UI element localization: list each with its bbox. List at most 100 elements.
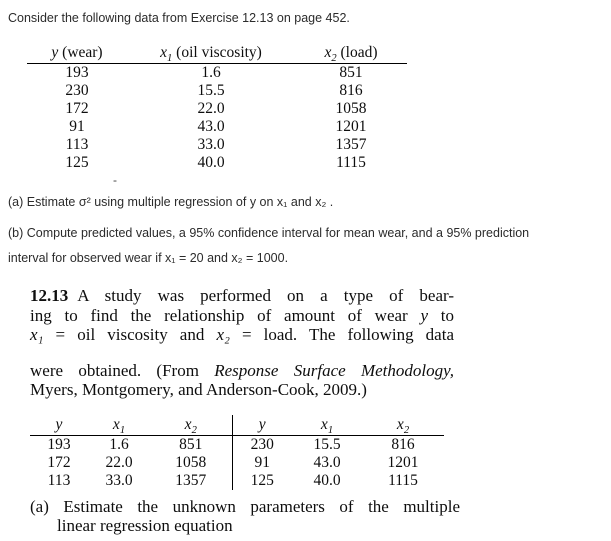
table-cell: 193 bbox=[47, 435, 71, 453]
excerpt-citation: were obtained. (From Response Surface Me… bbox=[30, 361, 454, 400]
col-header-x1-viscosity: x1 (oil viscosity) bbox=[127, 42, 295, 64]
excerpt-line1: 12.13 A study was performed on a type of … bbox=[30, 286, 454, 306]
variable-x1: x₁ bbox=[30, 325, 44, 344]
textbook-data-table: y x1 x2 y x1 x2 193 1.6 851 230 15.5 816… bbox=[30, 414, 444, 490]
table-cell: 43.0 bbox=[197, 118, 225, 135]
table-cell: 172 bbox=[47, 453, 71, 471]
question-a-text: (a) Estimate the unknown parameters of t… bbox=[30, 497, 460, 536]
table-cell: 33.0 bbox=[197, 136, 225, 153]
table-cell: 15.5 bbox=[197, 82, 225, 99]
part-b-line1: (b) Compute predicted values, a 95% conf… bbox=[8, 226, 530, 240]
table-row: 125 40.0 1115 bbox=[27, 154, 407, 172]
table-cell: 230 bbox=[250, 435, 274, 453]
col-header-x2: x2 bbox=[150, 414, 233, 436]
table-cell: 1357 bbox=[150, 471, 233, 490]
var-base: y bbox=[258, 415, 266, 433]
var-sub: 2 bbox=[331, 53, 337, 65]
table-cell: 125 bbox=[65, 154, 89, 171]
var-base: y bbox=[51, 44, 59, 61]
table-cell: 1.6 bbox=[109, 435, 129, 453]
table-header-row: y x1 x2 y x1 x2 bbox=[30, 414, 444, 436]
var-base: x bbox=[112, 415, 120, 433]
table-cell: 172 bbox=[65, 100, 89, 117]
table-cell: 1201 bbox=[387, 453, 419, 471]
table-cell: 43.0 bbox=[313, 453, 341, 471]
table-cell: 193 bbox=[65, 64, 89, 81]
col-header-y: y bbox=[30, 414, 88, 436]
stray-dash: - bbox=[113, 173, 117, 187]
table-row: 193 1.6 851 bbox=[27, 64, 407, 83]
col-header-x1: x1 bbox=[88, 414, 150, 436]
question-a-line1: (a) Estimate the unknown parameters of t… bbox=[30, 496, 460, 516]
variable-x2: x₂ bbox=[216, 325, 230, 344]
table-cell: 113 bbox=[47, 471, 71, 489]
part-a-text: (a) Estimate σ² using multiple regressio… bbox=[8, 195, 334, 209]
table-cell: 816 bbox=[391, 435, 415, 453]
col-header-label: (load) bbox=[340, 44, 378, 61]
excerpt-text: = load. The following data bbox=[229, 325, 454, 344]
var-base: x bbox=[324, 44, 332, 61]
citation-line2: Myers, Montgomery, and Anderson-Cook, 20… bbox=[30, 380, 367, 399]
table-cell: 816 bbox=[339, 82, 363, 99]
question-a-line2: linear regression equation bbox=[57, 516, 233, 535]
table-cell: 113 bbox=[65, 136, 89, 153]
exercise-number: 12.13 bbox=[30, 286, 69, 305]
excerpt-text: = oil viscosity and bbox=[43, 325, 217, 344]
excerpt-text: A study was performed on a type of bear- bbox=[77, 286, 454, 305]
table-cell: 1115 bbox=[388, 471, 418, 489]
var-base: x bbox=[396, 415, 404, 433]
var-sub: 1 bbox=[167, 53, 173, 65]
variable-x1: x1 bbox=[160, 44, 173, 65]
table-cell: 22.0 bbox=[197, 100, 225, 117]
col-header-x1: x1 bbox=[292, 414, 362, 436]
excerpt-line3: x₁ = oil viscosity and x₂ = load. The fo… bbox=[30, 325, 454, 345]
table-cell: 40.0 bbox=[197, 154, 225, 171]
excerpt-text: to bbox=[428, 305, 454, 325]
table-cell: 1115 bbox=[336, 154, 366, 171]
part-b-text: (b) Compute predicted values, a 95% conf… bbox=[8, 221, 603, 271]
var-base: x bbox=[160, 44, 168, 61]
excerpt-line2: ing to find the relationship of amount o… bbox=[30, 306, 454, 326]
table-cell: 33.0 bbox=[105, 471, 133, 489]
var-sub: 2 bbox=[191, 424, 197, 436]
table-cell: 851 bbox=[339, 64, 363, 81]
intro-text: Consider the following data from Exercis… bbox=[8, 11, 350, 25]
table-row: 172 22.0 1058 bbox=[27, 100, 407, 118]
table-row: 193 1.6 851 230 15.5 816 bbox=[30, 435, 444, 454]
excerpt-text: ing to find the relationship of amount o… bbox=[30, 305, 421, 325]
col-header-y-wear: y (wear) bbox=[27, 42, 127, 64]
var-base: x bbox=[320, 415, 328, 433]
table-row: 91 43.0 1201 bbox=[27, 118, 407, 136]
part-b-line2: interval for observed wear if x₁ = 20 an… bbox=[8, 251, 289, 265]
citation-book-title: Response Surface Methodology, bbox=[214, 360, 454, 380]
table-cell: 851 bbox=[150, 435, 233, 454]
table-cell: 1357 bbox=[335, 136, 367, 153]
table-cell: 125 bbox=[250, 471, 274, 489]
col-header-label: (oil viscosity) bbox=[176, 44, 262, 61]
table-cell: 1058 bbox=[335, 100, 367, 117]
col-header-label: (wear) bbox=[62, 44, 103, 61]
variable-y: y bbox=[420, 305, 429, 325]
var-sub: 1 bbox=[119, 424, 126, 436]
table-cell: 91 bbox=[254, 453, 271, 471]
table-row: 230 15.5 816 bbox=[27, 82, 407, 100]
table-row: 113 33.0 1357 bbox=[27, 136, 407, 154]
citation-text: were obtained. (From bbox=[30, 360, 215, 380]
var-base: x bbox=[184, 415, 192, 433]
table-header-row: y (wear) x1 (oil viscosity) x2 (load) bbox=[27, 42, 407, 64]
exercise-data-table: y (wear) x1 (oil viscosity) x2 (load) 19… bbox=[27, 42, 407, 172]
table-row: 172 22.0 1058 91 43.0 1201 bbox=[30, 453, 444, 472]
table-cell: 22.0 bbox=[105, 453, 133, 471]
table-cell: 1058 bbox=[150, 453, 233, 472]
table-cell: 91 bbox=[69, 118, 85, 135]
citation-line1: were obtained. (From Response Surface Me… bbox=[30, 361, 454, 381]
table-cell: 230 bbox=[65, 82, 89, 99]
col-header-x2: x2 bbox=[362, 414, 444, 436]
variable-y: y bbox=[51, 44, 58, 61]
var-sub: 1 bbox=[327, 424, 334, 436]
col-header-x2-load: x2 (load) bbox=[295, 42, 407, 64]
table-row: 113 33.0 1357 125 40.0 1115 bbox=[30, 471, 444, 490]
textbook-excerpt: 12.13 A study was performed on a type of … bbox=[30, 286, 454, 345]
col-header-y: y bbox=[232, 414, 292, 436]
